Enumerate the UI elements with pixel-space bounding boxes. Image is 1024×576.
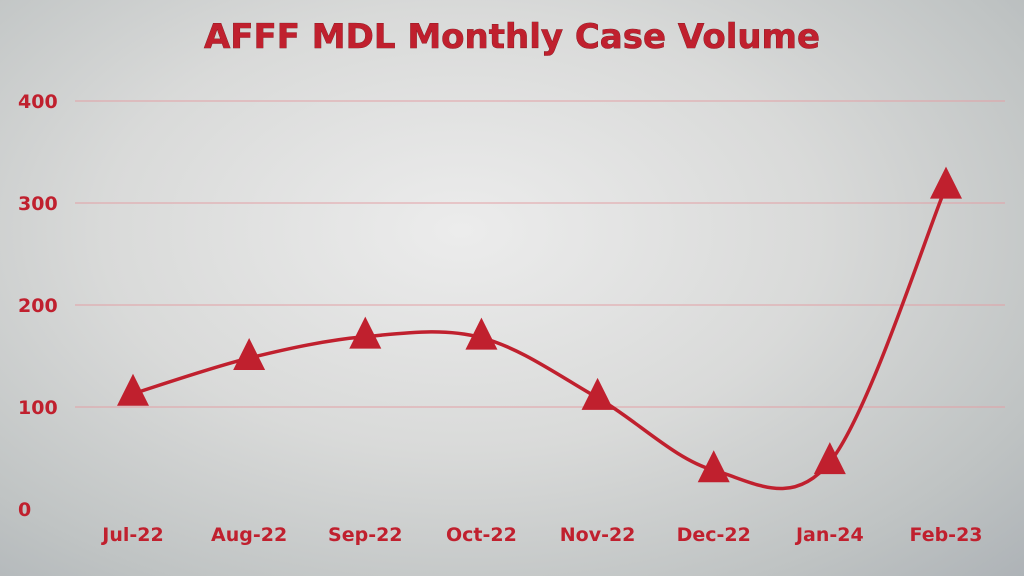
data-point-feb-23	[930, 166, 962, 199]
y-tick-label: 100	[18, 397, 58, 419]
y-tick-label: 0	[18, 499, 31, 521]
data-point-dec-22	[697, 450, 730, 483]
x-tick-label: Oct-22	[446, 524, 517, 546]
x-tick-label: Jul-22	[100, 524, 163, 546]
data-point-jul-22	[117, 373, 149, 406]
data-markers	[117, 166, 962, 483]
series-line	[131, 184, 948, 491]
x-tick-label: Dec-22	[677, 524, 751, 546]
data-point-nov-22	[581, 377, 614, 410]
data-point-aug-22	[233, 338, 266, 371]
x-axis-ticks: Jul-22 Aug-22 Sep-22 Oct-22 Nov-22 Dec-22 Jan-…	[100, 524, 982, 546]
x-tick-label: Jan-24	[794, 524, 864, 546]
y-tick-label: 400	[18, 91, 58, 113]
data-point-oct-22	[465, 317, 498, 350]
y-axis-ticks: 0 100 200 300 400	[18, 91, 58, 521]
gridlines	[75, 100, 1005, 408]
chart-title: AFFF MDL Monthly Case Volume	[204, 17, 820, 57]
y-tick-label: 200	[18, 295, 58, 317]
x-tick-label: Aug-22	[211, 524, 287, 546]
x-tick-label: Sep-22	[328, 524, 403, 546]
data-point-jan-24	[813, 442, 846, 475]
x-tick-label: Feb-23	[909, 524, 982, 546]
x-tick-label: Nov-22	[560, 524, 636, 546]
data-point-sep-22	[349, 316, 382, 349]
y-tick-label: 300	[18, 193, 58, 215]
